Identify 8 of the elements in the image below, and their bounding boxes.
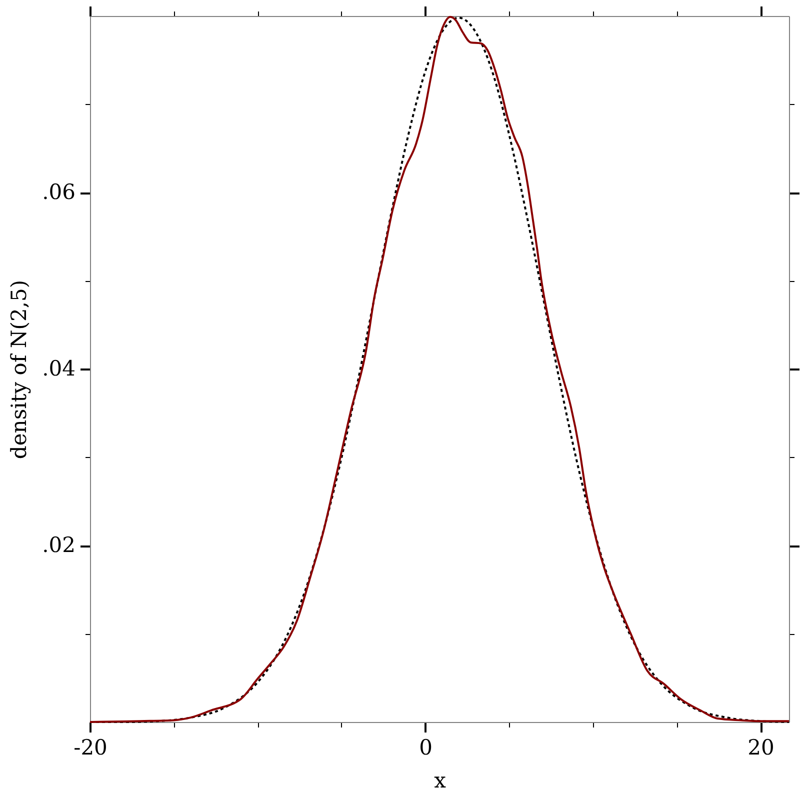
x-tick-label: 0 [419,736,432,760]
y-tick-label: .02 [42,533,76,557]
y-axis-title: density of N(2,5) [7,280,32,460]
x-tick-label: 20 [748,736,774,760]
x-tick-label: -20 [74,736,108,760]
x-axis-title: x [434,768,446,792]
y-tick-label: .04 [42,356,76,380]
y-tick-label: .06 [42,180,76,204]
